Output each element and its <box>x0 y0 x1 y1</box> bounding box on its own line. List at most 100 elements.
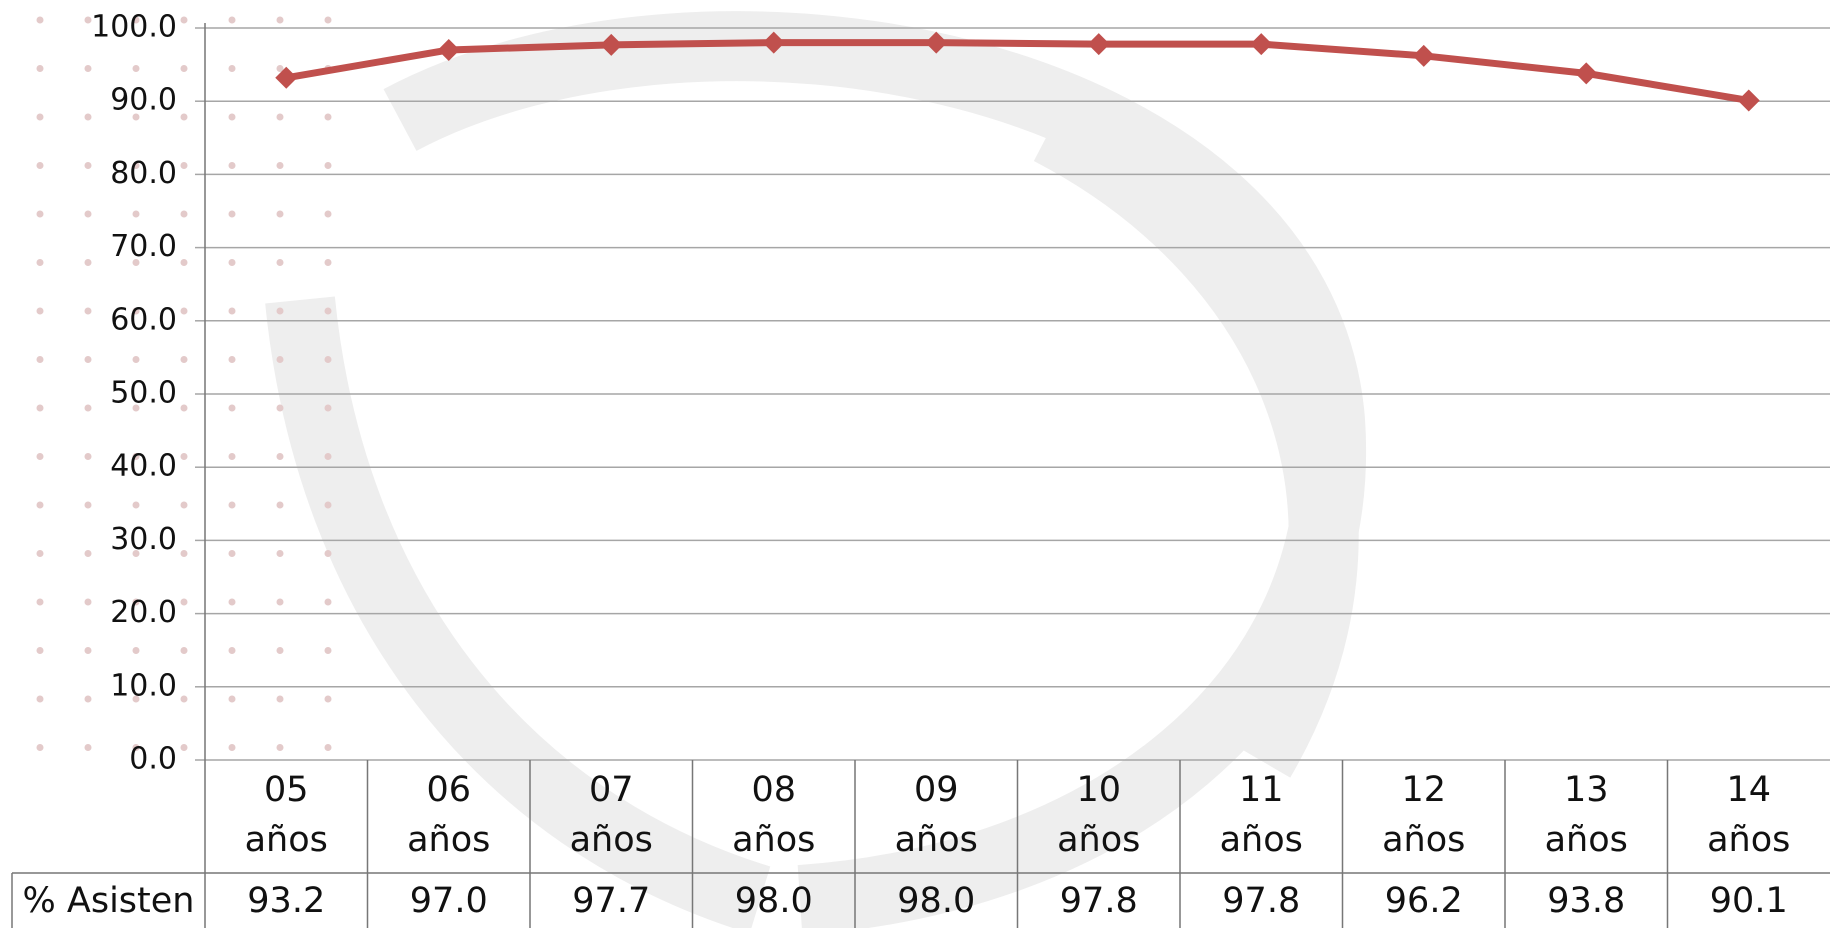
dot <box>37 65 44 72</box>
y-tick-label: 30.0 <box>110 522 177 557</box>
marker <box>1088 33 1110 55</box>
dot <box>133 647 140 654</box>
dot <box>325 162 332 169</box>
dot <box>37 405 44 412</box>
table-value: 97.7 <box>530 876 693 926</box>
dot <box>229 744 236 751</box>
dot <box>85 308 92 315</box>
marker <box>1250 33 1272 55</box>
dot <box>181 599 188 606</box>
dot <box>85 550 92 557</box>
table-value: 96.2 <box>1343 876 1506 926</box>
dot <box>133 356 140 363</box>
dot <box>181 453 188 460</box>
dot <box>85 744 92 751</box>
table-value: 98.0 <box>693 876 856 926</box>
y-tick-label: 20.0 <box>110 595 177 630</box>
y-tick-label: 10.0 <box>110 668 177 703</box>
dot <box>37 599 44 606</box>
dot <box>133 211 140 218</box>
page: 0.010.020.030.040.050.060.070.080.090.01… <box>0 0 1830 928</box>
dot <box>181 211 188 218</box>
dot <box>85 502 92 509</box>
dot <box>229 696 236 703</box>
dot <box>277 453 284 460</box>
dot <box>85 405 92 412</box>
dot <box>229 17 236 24</box>
dot <box>181 114 188 121</box>
dot <box>325 647 332 654</box>
dot <box>181 308 188 315</box>
dot <box>133 65 140 72</box>
y-tick-label: 80.0 <box>110 156 177 191</box>
dot <box>181 65 188 72</box>
dot <box>277 17 284 24</box>
dot <box>229 550 236 557</box>
dot <box>37 17 44 24</box>
dot <box>277 550 284 557</box>
marker <box>1738 89 1760 111</box>
table-value: 97.8 <box>1018 876 1181 926</box>
y-tick-label: 40.0 <box>110 449 177 484</box>
dot <box>37 211 44 218</box>
dot <box>325 308 332 315</box>
dot <box>277 502 284 509</box>
dot <box>277 405 284 412</box>
dot <box>181 696 188 703</box>
dot <box>181 17 188 24</box>
y-tick-label: 100.0 <box>91 10 177 45</box>
dot <box>181 162 188 169</box>
y-tick-label: 0.0 <box>129 742 177 777</box>
dot <box>325 211 332 218</box>
dot <box>325 259 332 266</box>
y-tick-label: 70.0 <box>110 229 177 264</box>
dot <box>85 696 92 703</box>
dot <box>85 211 92 218</box>
dot <box>181 356 188 363</box>
x-tick-label: 09 años <box>870 765 1003 865</box>
dot <box>325 744 332 751</box>
dot <box>277 259 284 266</box>
dot <box>325 405 332 412</box>
dot <box>37 550 44 557</box>
dot <box>85 114 92 121</box>
dot <box>85 259 92 266</box>
x-tick-label: 07 años <box>545 765 678 865</box>
dot <box>37 356 44 363</box>
y-tick-label: 60.0 <box>110 302 177 337</box>
dot <box>229 502 236 509</box>
y-tick-label: 90.0 <box>110 83 177 118</box>
x-tick-label: 10 años <box>1033 765 1166 865</box>
dot <box>277 211 284 218</box>
x-tick-label: 05 años <box>220 765 353 865</box>
dot <box>325 114 332 121</box>
x-tick-label: 08 años <box>708 765 841 865</box>
dot <box>37 744 44 751</box>
dot <box>85 65 92 72</box>
dot <box>325 356 332 363</box>
series-name: % Asisten <box>12 876 205 926</box>
dot <box>85 599 92 606</box>
dot <box>277 308 284 315</box>
dot <box>277 162 284 169</box>
dot <box>277 356 284 363</box>
dot <box>37 502 44 509</box>
table-value: 98.0 <box>855 876 1018 926</box>
x-tick-label: 11 años <box>1195 765 1328 865</box>
dot <box>229 114 236 121</box>
dot <box>133 502 140 509</box>
dot <box>325 17 332 24</box>
dot <box>229 308 236 315</box>
x-tick-label: 12 años <box>1358 765 1491 865</box>
dot <box>229 599 236 606</box>
dot <box>325 453 332 460</box>
dot <box>181 502 188 509</box>
dot <box>277 114 284 121</box>
dot <box>229 162 236 169</box>
table-value: 97.0 <box>368 876 531 926</box>
table-value: 90.1 <box>1668 876 1830 926</box>
x-tick-label: 13 años <box>1520 765 1653 865</box>
x-tick-label: 06 años <box>383 765 516 865</box>
dot <box>181 550 188 557</box>
dot <box>37 259 44 266</box>
